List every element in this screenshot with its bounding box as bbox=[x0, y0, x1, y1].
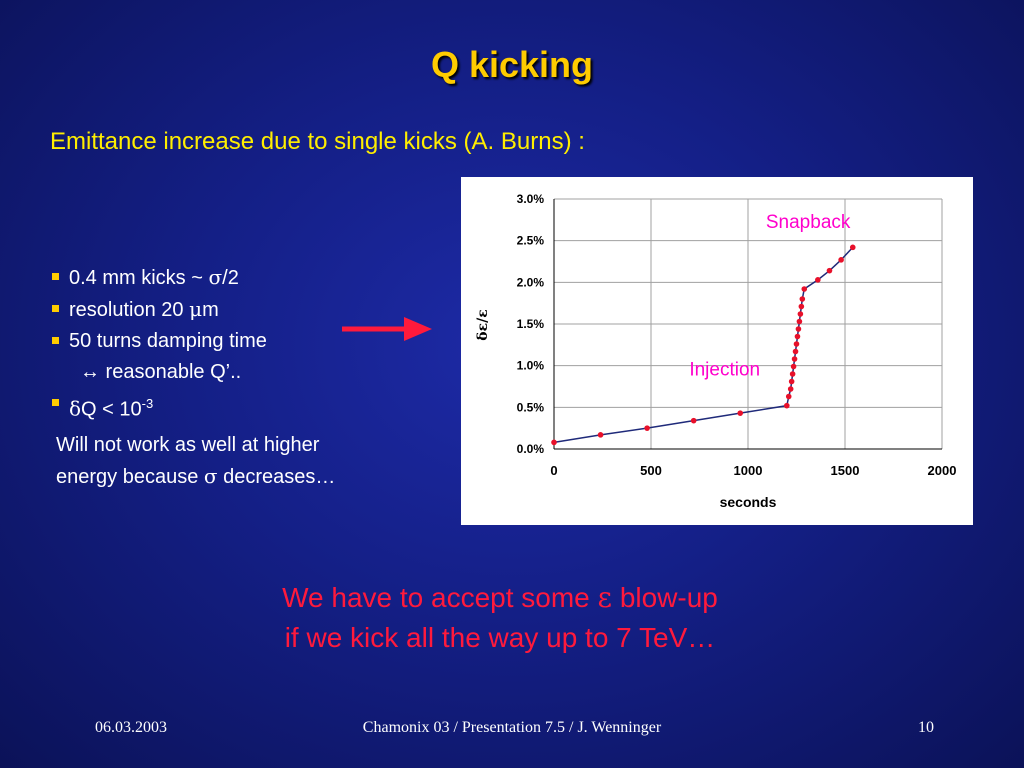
data-point bbox=[815, 277, 821, 283]
conclusion: We have to accept some ε blow-up if we k… bbox=[0, 578, 1000, 658]
red-arrow-icon bbox=[342, 317, 432, 341]
slide-subtitle: Emittance increase due to single kicks (… bbox=[50, 128, 585, 155]
y-tick-label: 2.0% bbox=[517, 275, 545, 289]
sigma-symbol: σ bbox=[203, 464, 218, 488]
energy-note-end: decreases… bbox=[217, 466, 336, 488]
data-point bbox=[787, 386, 794, 392]
data-point bbox=[826, 267, 833, 274]
data-point bbox=[794, 333, 801, 340]
series-line bbox=[553, 246, 854, 444]
footer-page-number: 10 bbox=[918, 719, 934, 736]
energy-note: Will not work as well at higher energy b… bbox=[56, 430, 335, 493]
x-tick-label: 500 bbox=[640, 463, 662, 478]
data-point bbox=[801, 286, 808, 292]
energy-note-line1: Will not work as well at higher bbox=[56, 434, 320, 456]
data-point bbox=[644, 425, 650, 431]
data-point bbox=[690, 417, 697, 424]
y-tick-label: 1.5% bbox=[517, 317, 545, 331]
data-point bbox=[796, 318, 803, 325]
bullet-kicks: 0.4 mm kicks ~ σ/2 bbox=[50, 262, 267, 294]
y-tick-labels: 0.0% 0.5% 1.0% 1.5% 2.0% 2.5% 3.0% bbox=[517, 192, 545, 456]
y-tick-label: 0.5% bbox=[517, 400, 545, 414]
x-tick-label: 1000 bbox=[734, 463, 763, 478]
bullet-square-icon bbox=[52, 305, 59, 312]
bullet-dq-exponent: -3 bbox=[141, 396, 154, 411]
data-point bbox=[788, 378, 795, 385]
bullet-damping-text: 50 turns damping time bbox=[69, 330, 267, 352]
emittance-chart-svg: 0.0% 0.5% 1.0% 1.5% 2.0% 2.5% 3.0% 0 500 1000 150… bbox=[475, 192, 956, 510]
energy-note-text: energy because bbox=[56, 466, 204, 488]
chart-grid bbox=[553, 198, 943, 450]
conclusion-line1: We have to accept some ε blow-up bbox=[0, 578, 1000, 618]
bullet-square-icon bbox=[52, 399, 59, 406]
x-tick-label: 1500 bbox=[831, 463, 860, 478]
x-axis-label: seconds bbox=[720, 494, 777, 510]
data-point bbox=[793, 341, 800, 347]
y-axis-label: δε/ε bbox=[475, 309, 491, 340]
annotation-snapback: Snapback bbox=[766, 212, 851, 233]
data-point bbox=[799, 296, 806, 302]
conclusion-line1-text: We have to accept some bbox=[282, 582, 598, 613]
data-point bbox=[838, 257, 844, 263]
x-tick-label: 0 bbox=[550, 463, 557, 478]
data-point bbox=[790, 363, 797, 370]
y-tick-label: 2.5% bbox=[517, 234, 545, 248]
data-point bbox=[795, 326, 802, 332]
x-tick-label: 2000 bbox=[928, 463, 957, 478]
footer-center: Chamonix 03 / Presentation 7.5 / J. Wenn… bbox=[362, 719, 662, 736]
arrow-head bbox=[404, 317, 432, 341]
data-point bbox=[798, 303, 805, 310]
epsilon-symbol: ε bbox=[597, 581, 613, 614]
data-point bbox=[551, 439, 557, 446]
conclusion-line2: if we kick all the way up to 7 TeV… bbox=[284, 622, 716, 653]
y-tick-label: 0.0% bbox=[517, 442, 545, 456]
bullet-square-icon bbox=[52, 273, 59, 280]
data-point bbox=[797, 311, 804, 317]
data-point bbox=[737, 410, 744, 416]
conclusion-line1-end: blow-up bbox=[612, 582, 718, 613]
emittance-chart: 0.0% 0.5% 1.0% 1.5% 2.0% 2.5% 3.0% 0 500 1000 150… bbox=[461, 177, 973, 525]
bullet-dq: δQ < 10-3 bbox=[50, 388, 267, 426]
data-point bbox=[785, 393, 792, 400]
delta-symbol: δ bbox=[69, 396, 82, 421]
y-tick-label: 1.0% bbox=[517, 359, 545, 373]
series-emittance bbox=[551, 244, 856, 446]
data-point bbox=[791, 356, 798, 362]
bullet-damping-continuation: ↔ reasonable Q’.. bbox=[50, 357, 267, 388]
annotation-injection: Injection bbox=[689, 360, 760, 381]
data-point bbox=[784, 402, 790, 409]
data-point bbox=[597, 432, 604, 438]
x-tick-labels: 0 500 1000 1500 2000 bbox=[550, 463, 956, 478]
bullet-damping-cont-text: reasonable Q’.. bbox=[100, 361, 242, 383]
energy-note-line2: energy because σ decreases… bbox=[56, 461, 335, 493]
sigma-symbol: σ bbox=[208, 265, 223, 289]
data-point bbox=[849, 244, 856, 251]
footer-date: 06.03.2003 bbox=[95, 719, 167, 736]
bullet-square-icon bbox=[52, 337, 59, 344]
mu-symbol: μ bbox=[189, 297, 203, 321]
data-point bbox=[792, 348, 799, 355]
bullet-damping: 50 turns damping time bbox=[50, 326, 267, 357]
slide-title: Q kicking bbox=[430, 44, 594, 85]
bullet-resolution-end: m bbox=[202, 299, 219, 321]
bullet-resolution-text: resolution 20 bbox=[69, 299, 190, 321]
y-tick-label: 3.0% bbox=[517, 192, 545, 206]
chart-annotations: Injection Snapback bbox=[689, 212, 851, 381]
bullet-dq-text: Q < 10 bbox=[81, 398, 142, 421]
bullet-kicks-text: 0.4 mm kicks ~ bbox=[69, 267, 209, 289]
bullet-list: 0.4 mm kicks ~ σ/2 resolution 20 μm 50 t… bbox=[50, 262, 267, 426]
bullet-resolution: resolution 20 μm bbox=[50, 294, 267, 326]
bullet-kicks-end: /2 bbox=[222, 267, 239, 289]
data-point bbox=[789, 371, 796, 377]
double-arrow-symbol: ↔ bbox=[80, 361, 100, 383]
